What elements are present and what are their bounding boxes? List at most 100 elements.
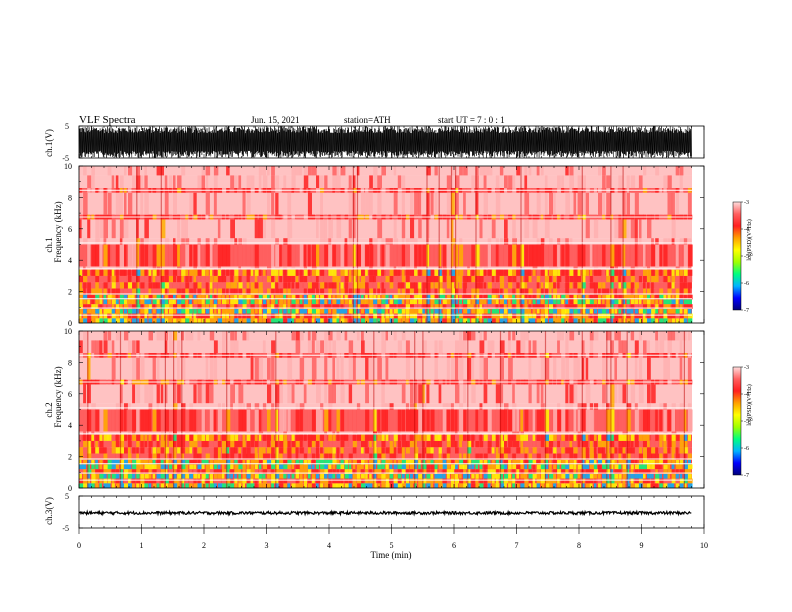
- ch2-spec-cell: [250, 409, 256, 432]
- ch2-spec-cell: [373, 464, 376, 470]
- ch1-spec-cell: [471, 275, 475, 283]
- ch2-spec-cell: [385, 434, 389, 441]
- ch2-spec-cell: [475, 483, 480, 488]
- ch1-spec-cell: [148, 299, 152, 305]
- ch1-spec-cell: [602, 294, 607, 300]
- ch2-spec-cell: [173, 469, 176, 474]
- ch2-spec-cell: [671, 331, 676, 341]
- ch2-spec-cell: [128, 340, 133, 353]
- ch2-spec-cell: [144, 469, 150, 474]
- ch1-spec-cell: [675, 299, 679, 305]
- ch2-spec-cell: [365, 459, 368, 465]
- ch2-spec-cell: [128, 478, 131, 484]
- ch1-spec-cell: [426, 219, 430, 239]
- ch2-spec-cell: [156, 331, 162, 341]
- ch2-spec-cell: [434, 434, 440, 441]
- ch2-spec-cell: [107, 331, 112, 341]
- ch2-spec-cell: [230, 459, 234, 465]
- ch2-spec-cell: [561, 473, 566, 479]
- ch2-spec-cell: [516, 473, 520, 479]
- ch1-spec-cell: [455, 175, 460, 188]
- ch2-spec-cell: [524, 434, 529, 441]
- ch2-spec-cell: [565, 434, 569, 441]
- ch2-spec-cell: [365, 453, 370, 460]
- ch2-spec-cell: [365, 384, 369, 404]
- ch1-spec-cell: [340, 166, 346, 176]
- ch2-spec-cell: [589, 447, 594, 454]
- ch2-spec-cell: [271, 469, 274, 474]
- ch1-spec-cell: [107, 294, 113, 300]
- ch2-spec-cell: [410, 464, 415, 470]
- ch2-spec-cell: [483, 434, 489, 441]
- ch1-spec-cell: [311, 299, 316, 305]
- ch1-spec-ytick-label: 10: [64, 162, 72, 171]
- ch2-spec-cell: [647, 447, 652, 454]
- ch2-spec-cell: [173, 447, 177, 454]
- ch2-spec-cell: [532, 453, 538, 460]
- ch2-spec-cell: [549, 464, 552, 470]
- ch1-spec-cell: [111, 308, 115, 314]
- ch1-spec-cell: [495, 308, 499, 314]
- ch1-spec-cell: [553, 313, 557, 319]
- ch2-spec-cell: [222, 409, 226, 432]
- ch2-spec-cell: [181, 453, 184, 460]
- ch1-spec-cell: [418, 313, 423, 319]
- ch1-spec-burst-line: [352, 166, 354, 323]
- ch1-spec-cell: [524, 175, 528, 188]
- ch2-spec-cell: [667, 357, 670, 380]
- ch1-spec-cell: [553, 269, 557, 276]
- ch2-spec-cell: [561, 434, 565, 441]
- ch2-spec-cell: [83, 434, 86, 441]
- ch1-spec-cell: [602, 244, 606, 267]
- ch1-spec-cell: [647, 269, 652, 276]
- ch1-spec-cell: [144, 238, 149, 245]
- ch1-spec-cell: [434, 308, 439, 314]
- ch2-spec-cell: [307, 409, 313, 432]
- ch2-spec-cell: [459, 440, 462, 448]
- ch2-spec-cell: [79, 469, 84, 474]
- ch2-spec-cell: [512, 464, 517, 470]
- ch2-spec-cell: [499, 409, 505, 432]
- ch2-spec-cell: [508, 478, 513, 484]
- ch1-spec-cell: [508, 299, 511, 305]
- ch1-spec-cell: [687, 238, 692, 245]
- ch2-spec-cell: [687, 403, 692, 410]
- ch1-spec-cell: [267, 192, 271, 215]
- ch1-spec-cell: [520, 294, 526, 300]
- ch1-spec-cell: [311, 244, 317, 267]
- ch1-spec-cell: [177, 238, 181, 245]
- ch1-spec-cell: [311, 313, 316, 319]
- ch2-spec-cell: [189, 447, 193, 454]
- ch2-spec-cell: [299, 447, 305, 454]
- ch2-spec-cell: [193, 409, 197, 432]
- ch1-spec-cell: [316, 282, 319, 289]
- ch2-spec-cell: [209, 357, 214, 380]
- ch2-spec-cell: [381, 478, 385, 484]
- ch2-spec-cell: [87, 469, 92, 474]
- ch2-spec-cell: [344, 483, 349, 488]
- ch1-spec-cell: [405, 288, 410, 295]
- ch2-spec-cell: [136, 340, 140, 353]
- ch1-spec-cell: [450, 238, 456, 245]
- ch1-spec-cell: [557, 318, 562, 323]
- ch2-spec-cell: [393, 473, 398, 479]
- ch1-spec-cell: [557, 238, 561, 245]
- ch1-spec-cell: [401, 308, 406, 314]
- ch2-spec-cell: [83, 473, 87, 479]
- ch2-spec-cell: [598, 483, 601, 488]
- ch1-spec-cell: [671, 304, 676, 309]
- ch1-spec-cell: [328, 282, 334, 289]
- ch2-spec-cell: [83, 431, 87, 435]
- ch2-spec-cell: [373, 431, 377, 435]
- ch2-spec-cell: [671, 483, 675, 488]
- ch1-spec-cell: [103, 313, 108, 319]
- ch1-spec-cell: [683, 288, 688, 295]
- ch1-spec-cell: [549, 299, 554, 305]
- ch2-spec-cell: [679, 331, 685, 341]
- ch1-spec-cell: [283, 308, 287, 314]
- ch1-spec-cell: [381, 294, 386, 300]
- ch1-spec-cell: [659, 275, 663, 283]
- ch2-spec-cell: [226, 483, 230, 488]
- ch1-spec-cell: [140, 282, 146, 289]
- ch1-spec-cell: [83, 275, 88, 283]
